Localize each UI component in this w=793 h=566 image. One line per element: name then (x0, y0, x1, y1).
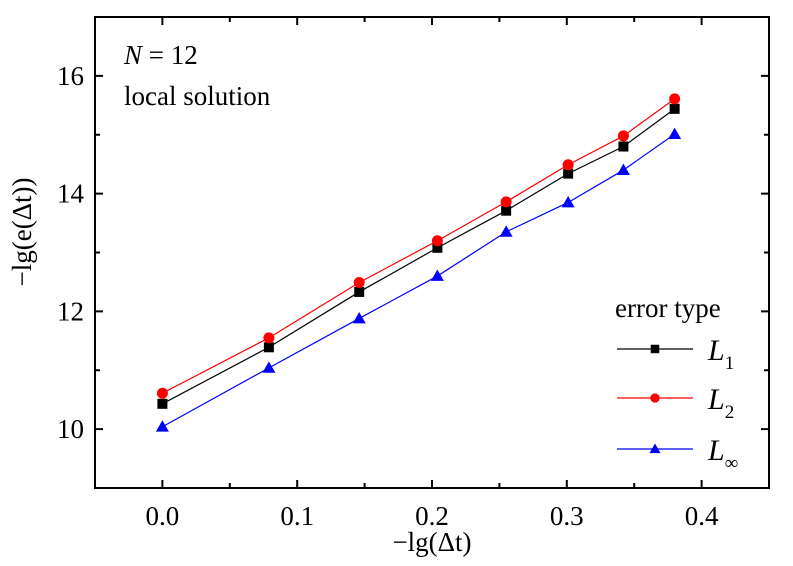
legend-marker (650, 344, 660, 354)
data-point (353, 277, 365, 289)
data-point (432, 242, 443, 253)
y-tick-label: 12 (57, 296, 84, 326)
data-point (156, 387, 168, 399)
y-axis-label: −lg(e(Δt)) (7, 177, 37, 286)
x-tick-label: 0.1 (280, 501, 314, 531)
legend: error type L1 L2 L∞ (615, 293, 738, 474)
y-tick-label: 14 (57, 179, 85, 209)
data-point (430, 269, 444, 281)
data-point (561, 195, 575, 208)
data-point (262, 361, 276, 373)
data-point (431, 235, 443, 247)
series-L1 (157, 103, 680, 409)
legend-title: error type (615, 293, 721, 323)
data-point (501, 205, 512, 216)
data-point (352, 311, 366, 324)
legend-label: L2 (707, 383, 734, 423)
data-point (155, 420, 169, 432)
annotation-local-solution: local solution (124, 81, 271, 111)
data-point (157, 398, 168, 409)
x-tick-label: 0.0 (146, 501, 180, 531)
data-series (155, 93, 682, 432)
legend-item-L∞: L∞ (617, 434, 738, 474)
data-point (263, 332, 275, 344)
legend-marker (649, 443, 661, 454)
x-tick-label: 0.3 (550, 501, 584, 531)
series-L2 (156, 93, 681, 399)
series-L∞ (155, 127, 682, 432)
data-point (618, 141, 629, 152)
x-tick-label: 0.2 (415, 501, 449, 531)
data-point (617, 130, 629, 142)
data-point (669, 93, 681, 105)
data-point (499, 225, 513, 237)
data-point (354, 286, 365, 297)
data-point (616, 163, 630, 175)
y-tick-label: 10 (57, 414, 84, 444)
data-point (669, 103, 680, 114)
legend-label: L1 (707, 334, 734, 374)
plot-frame (94, 16, 770, 489)
data-point (500, 196, 512, 208)
y-tick-label: 16 (57, 61, 84, 91)
data-point (563, 168, 574, 179)
annotation-n: N = 12 (123, 40, 198, 70)
axis-ticks: 0.0 0.1 0.2 0.3 0.4 10 12 14 16 (57, 17, 769, 531)
series-line (162, 108, 675, 405)
data-point (668, 127, 682, 140)
series-line (162, 133, 675, 428)
legend-marker (650, 393, 660, 403)
data-point (562, 159, 574, 171)
legend-item-L1: L1 (617, 334, 734, 374)
legend-label: L∞ (707, 434, 738, 474)
x-axis-label: −lg(Δt) (392, 527, 471, 557)
x-tick-label: 0.4 (685, 501, 719, 531)
series-line (162, 98, 675, 394)
legend-item-L2: L2 (617, 383, 734, 423)
data-point (263, 342, 274, 353)
